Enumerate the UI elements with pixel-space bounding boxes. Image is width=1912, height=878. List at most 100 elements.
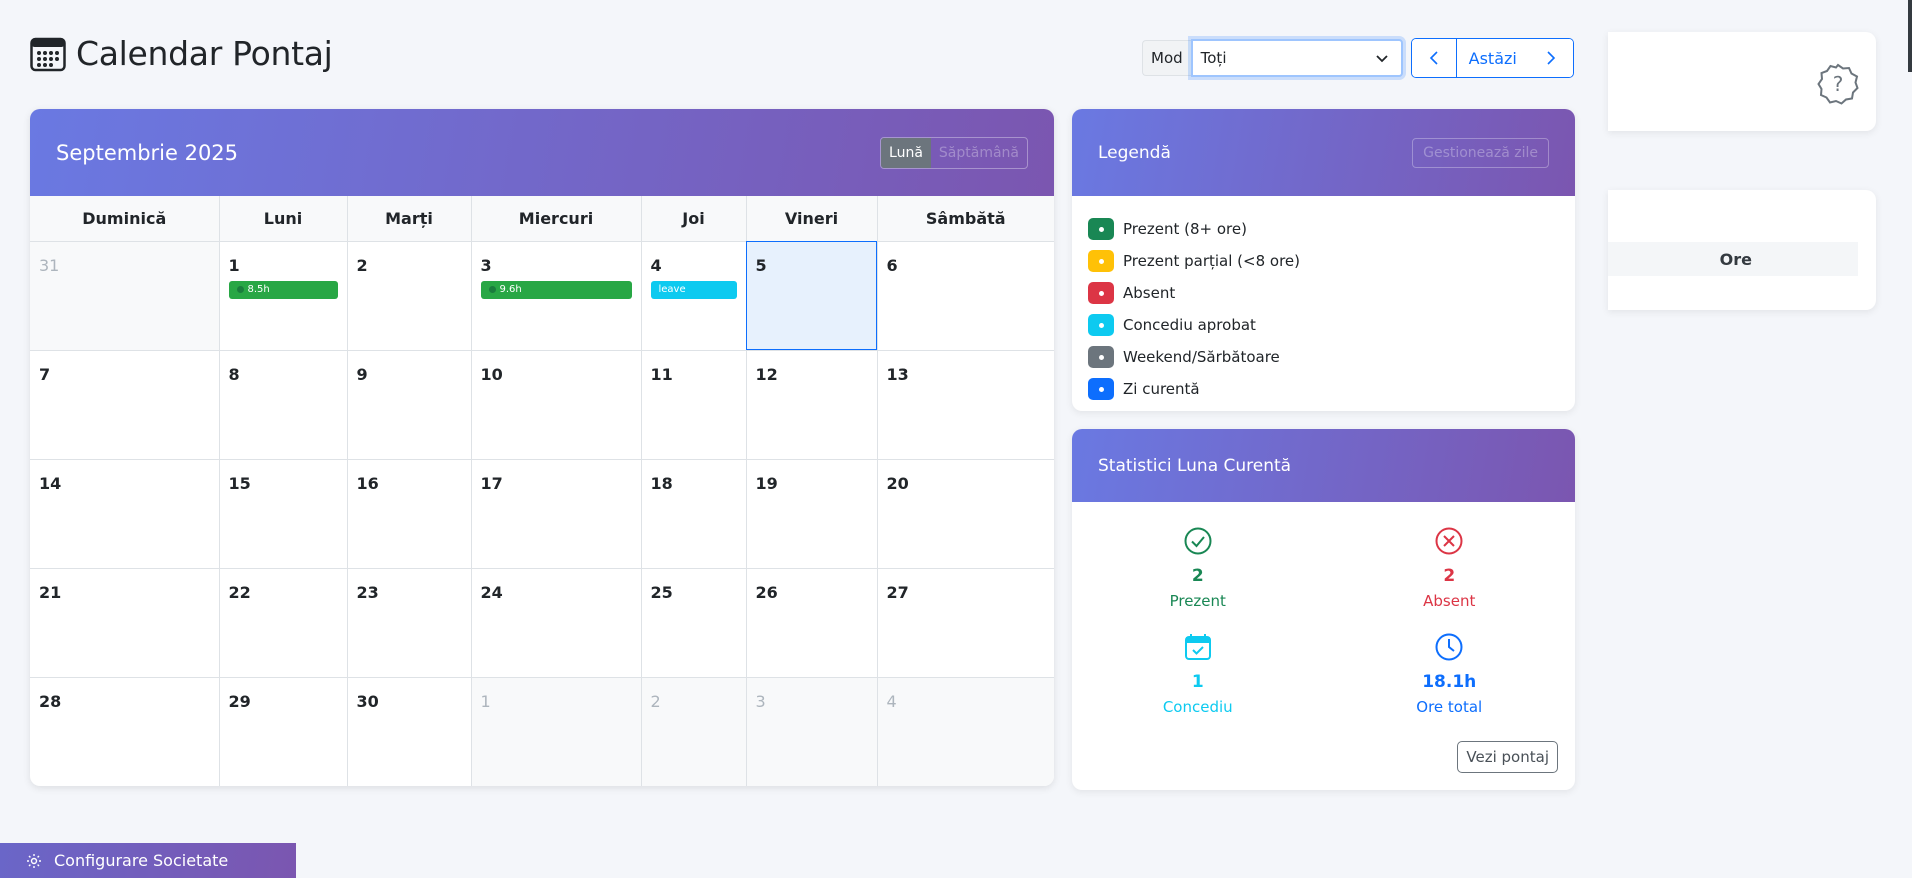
- calendar-week-row: 7 8 9 10 11 12 13: [30, 350, 1054, 460]
- calendar-day-cell[interactable]: 3: [746, 677, 878, 786]
- legend-label: Weekend/Sărbătoare: [1123, 348, 1280, 366]
- day-number: 2: [650, 691, 661, 711]
- day-number: 26: [755, 582, 778, 602]
- calendar-day-cell[interactable]: 12: [746, 350, 878, 460]
- next-month-button[interactable]: [1528, 39, 1573, 77]
- calendar-day-cell[interactable]: 18: [641, 459, 747, 569]
- date-navigation: Astăzi: [1410, 38, 1574, 78]
- calendar-day-cell[interactable]: 15: [219, 459, 348, 569]
- day-number: 28: [39, 691, 62, 711]
- day-number: 20: [886, 473, 909, 493]
- weekday-header: Miercuri: [471, 196, 642, 242]
- calendar-day-cell[interactable]: 21: [30, 568, 220, 678]
- calendar-day-cell[interactable]: 5: [746, 241, 878, 351]
- help-panel: ?: [1608, 32, 1876, 131]
- day-number: 25: [650, 582, 673, 602]
- help-badge-icon[interactable]: ?: [1816, 62, 1860, 106]
- calendar-day-cell[interactable]: 24: [471, 568, 642, 678]
- gear-icon: [27, 853, 41, 868]
- weekday-header: Duminică: [30, 196, 220, 242]
- event-dot-icon: [488, 286, 496, 293]
- day-number: 24: [480, 582, 503, 602]
- calendar-check-icon: [1184, 634, 1211, 660]
- calendar-day-cell[interactable]: 25: [641, 568, 747, 678]
- day-number: 2: [356, 255, 368, 275]
- legend-label: Concediu aprobat: [1123, 316, 1256, 334]
- day-number: 8: [228, 364, 240, 384]
- calendar-day-cell[interactable]: 23: [347, 568, 472, 678]
- clock-icon: [1435, 633, 1463, 661]
- day-number: 14: [39, 473, 62, 493]
- mode-select[interactable]: Toți: [1190, 39, 1403, 77]
- day-number: 15: [228, 473, 251, 493]
- calendar-day-cell[interactable]: 17: [471, 459, 642, 569]
- calendar-day-cell[interactable]: 26: [746, 568, 878, 678]
- calendar-day-cell[interactable]: 31: [30, 241, 220, 351]
- calendar-day-cell[interactable]: 6: [877, 241, 1054, 351]
- view-toggle: Lună Săptămână: [880, 136, 1028, 169]
- legend-label: Prezent parțial (<8 ore): [1123, 252, 1300, 270]
- stats-title: Statistici Luna Curentă: [1098, 455, 1292, 476]
- weekday-header: Luni: [219, 196, 348, 242]
- calendar-week-row: 21 22 23 24 25 26 27: [30, 568, 1054, 678]
- calendar-controls: Mod Toți Astăzi: [1142, 38, 1574, 78]
- calendar-day-cell[interactable]: 2: [641, 677, 747, 786]
- mode-label: Mod: [1142, 40, 1191, 76]
- calendar-day-cell[interactable]: 7: [30, 350, 220, 460]
- manage-days-button[interactable]: Gestionează zile: [1412, 137, 1549, 168]
- view-month-button[interactable]: Lună: [881, 137, 931, 168]
- today-button[interactable]: Astăzi: [1455, 39, 1529, 77]
- calendar-day-cell[interactable]: 20: [877, 459, 1054, 569]
- day-event-badge[interactable]: 9.6h: [480, 280, 632, 299]
- day-number: 31: [39, 255, 60, 275]
- legend-swatch-icon: [1088, 314, 1114, 336]
- view-week-button[interactable]: Săptămână: [938, 144, 1019, 161]
- day-number: 3: [755, 691, 766, 711]
- day-number: 7: [39, 364, 51, 384]
- stats-card: Statistici Luna Curentă 2 Prezent 2 Abse…: [1072, 429, 1575, 790]
- config-company-link[interactable]: Configurare Societate: [0, 843, 296, 878]
- calendar-week-row: 14 15 16 17 18 19 20: [30, 459, 1054, 569]
- day-number: 18: [650, 473, 673, 493]
- day-event-badge[interactable]: leave: [650, 280, 737, 299]
- legend-item: Weekend/Sărbătoare: [1088, 341, 1559, 373]
- calendar-day-cell[interactable]: 9: [347, 350, 472, 460]
- stat-hours-value: 18.1h: [1422, 672, 1477, 692]
- calendar-day-cell[interactable]: 29: [219, 677, 348, 786]
- legend-swatch-icon: [1088, 218, 1114, 240]
- stat-leave-label: Concediu: [1162, 698, 1233, 716]
- scrollbar[interactable]: [1908, 0, 1912, 72]
- calendar-day-cell[interactable]: 3 9.6h: [471, 241, 642, 351]
- legend-item: Prezent parțial (<8 ore): [1088, 245, 1559, 277]
- calendar-day-cell[interactable]: 22: [219, 568, 348, 678]
- day-number: 11: [650, 364, 673, 384]
- calendar-day-cell[interactable]: 4 leave: [641, 241, 747, 351]
- day-number: 30: [356, 691, 379, 711]
- prev-month-button[interactable]: [1411, 39, 1456, 77]
- calendar-day-cell[interactable]: 4: [877, 677, 1054, 786]
- hours-table-panel: Ore: [1608, 190, 1876, 310]
- calendar-day-cell[interactable]: 1: [471, 677, 642, 786]
- legend-item: Concediu aprobat: [1088, 309, 1559, 341]
- calendar-day-cell[interactable]: 19: [746, 459, 878, 569]
- calendar-day-cell[interactable]: 14: [30, 459, 220, 569]
- calendar-day-cell[interactable]: 16: [347, 459, 472, 569]
- stat-present-label: Prezent: [1169, 592, 1226, 610]
- day-event-badge[interactable]: 8.5h: [228, 280, 338, 299]
- calendar-day-cell[interactable]: 11: [641, 350, 747, 460]
- calendar-day-cell[interactable]: 27: [877, 568, 1054, 678]
- day-number: 5: [755, 255, 767, 275]
- day-number: 19: [755, 473, 778, 493]
- calendar-day-cell[interactable]: 1 8.5h: [219, 241, 348, 351]
- calendar-day-cell[interactable]: 10: [471, 350, 642, 460]
- calendar-day-cell[interactable]: 30: [347, 677, 472, 786]
- legend-title: Legendă: [1098, 142, 1171, 163]
- calendar-day-cell[interactable]: 8: [219, 350, 348, 460]
- calendar-day-cell[interactable]: 2: [347, 241, 472, 351]
- calendar-day-cell[interactable]: 28: [30, 677, 220, 786]
- day-number: 13: [886, 364, 909, 384]
- weekday-header-row: Duminică Luni Marți Miercuri Joi Vineri Sâmbăt…: [30, 196, 1054, 242]
- calendar-weeks: 31 1 8.5h 2 3 9.6h 4 leave 5 6 7 8 9 10 11 12 13 14 15 16 17…: [30, 241, 1054, 786]
- view-pontaj-button[interactable]: Vezi pontaj: [1457, 741, 1558, 773]
- calendar-day-cell[interactable]: 13: [877, 350, 1054, 460]
